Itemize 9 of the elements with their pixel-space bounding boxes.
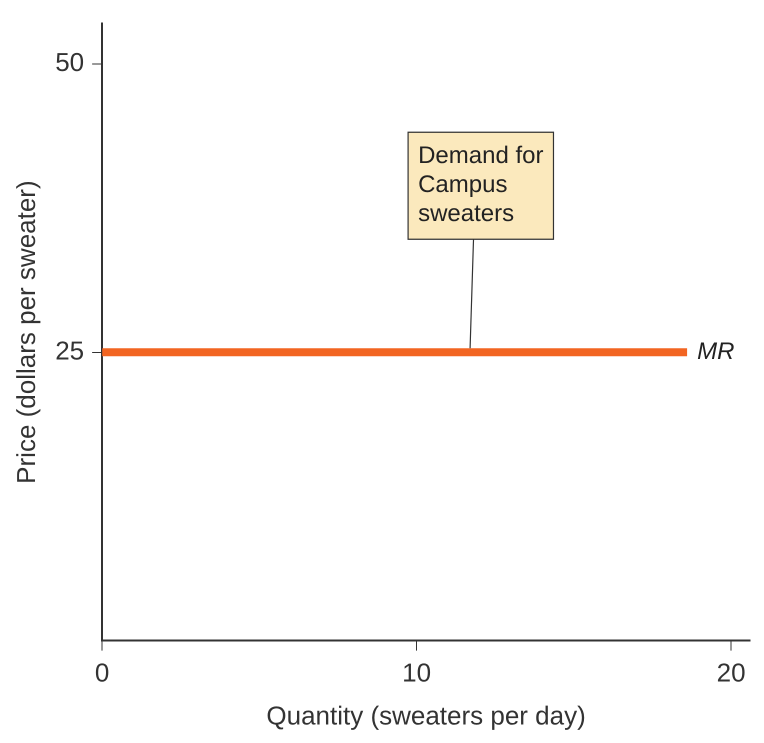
series-label: MR	[697, 338, 734, 365]
x-tick-label: 20	[716, 657, 746, 688]
x-axis-title: Quantity (sweaters per day)	[266, 700, 586, 731]
y-axis-title: Price (dollars per sweater)	[10, 180, 41, 484]
x-tick-label: 0	[94, 657, 110, 688]
y-tick-label: 25	[55, 335, 84, 366]
annotation: Demand for Campus sweaters	[418, 142, 544, 227]
x-tick-label: 10	[402, 657, 432, 688]
y-tick-label: 50	[55, 47, 84, 78]
